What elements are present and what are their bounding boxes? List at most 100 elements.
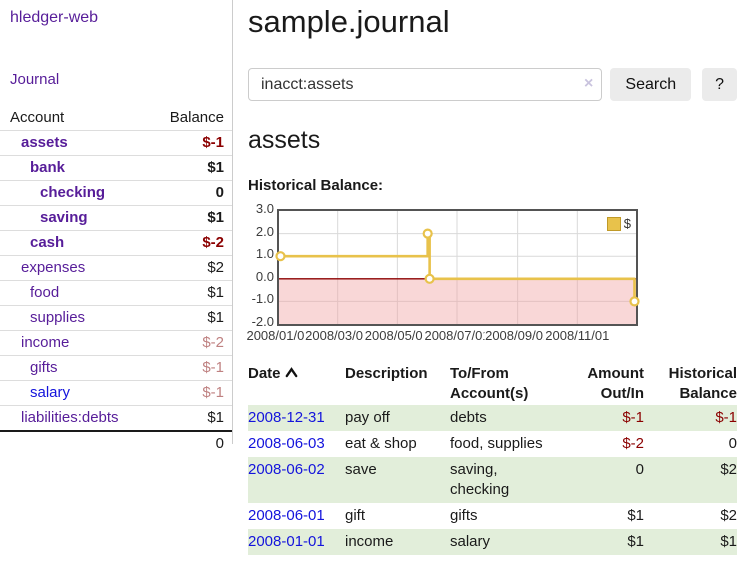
account-balance: $-2: [152, 330, 232, 356]
account-row: supplies $1: [0, 305, 232, 331]
register-table-body: 2008-12-31 pay off debts $-1 $-1 2008-06-03 ea…: [248, 405, 737, 555]
sort-ascending-icon: [285, 367, 297, 378]
sidebar-account-cash[interactable]: cash: [30, 234, 65, 251]
sidebar-account-salary[interactable]: salary: [30, 384, 71, 401]
accounts-header-balance: Balance: [152, 106, 232, 131]
account-row: salary $-1: [0, 380, 232, 406]
help-button[interactable]: ?: [702, 68, 737, 101]
account-balance: $1: [152, 305, 232, 331]
register-row: 2008-06-01 gift gifts $1 $2: [248, 503, 737, 529]
account-balance: $1: [152, 205, 232, 231]
search-form: × Search ?: [248, 68, 737, 101]
transaction-balance: $-1: [715, 409, 737, 426]
account-row: income $-2: [0, 330, 232, 356]
transaction-balance: $2: [720, 461, 737, 478]
account-row: assets $-1: [0, 130, 232, 156]
x-axis-tick-label: 2008/01/01: [245, 328, 313, 343]
sidebar: hledger-web Journal Account Balance asse…: [0, 0, 233, 456]
sidebar-account-liabilities-debts[interactable]: liabilities:debts: [21, 409, 119, 426]
chart-plot-area: $: [275, 209, 640, 326]
transaction-date-link[interactable]: 2008-12-31: [248, 409, 325, 426]
transaction-accounts: salary: [450, 533, 491, 550]
y-axis-tick-label: 2.0: [255, 223, 274, 239]
transaction-amount: $1: [627, 533, 644, 550]
transaction-accounts: saving, checking: [450, 461, 510, 498]
register-row: 2008-12-31 pay off debts $-1 $-1: [248, 405, 737, 431]
account-row: saving $1: [0, 205, 232, 231]
column-header-balance: Historical Balance: [668, 365, 737, 402]
transaction-description: save: [345, 461, 377, 478]
y-axis-tick-label: -2.0: [251, 314, 274, 329]
sidebar-account-income[interactable]: income: [21, 334, 70, 351]
transaction-accounts: food, supplies: [450, 435, 543, 452]
account-balance: $1: [152, 155, 232, 181]
y-axis-tick-label: 3.0: [255, 201, 274, 216]
transaction-date-link[interactable]: 2008-01-01: [248, 533, 325, 550]
account-row: checking 0: [0, 180, 232, 206]
transaction-date-link[interactable]: 2008-06-01: [248, 507, 325, 524]
transaction-accounts: gifts: [450, 507, 478, 524]
chart-canvas: [275, 211, 640, 324]
search-button[interactable]: Search: [610, 68, 692, 101]
transaction-amount: $1: [627, 507, 644, 524]
historical-balance-chart: $ 3.0 2.0 1.0 0.0 -1.0 -2.0 2008/01/01 2008/03…: [245, 201, 737, 346]
transaction-description: gift: [345, 507, 366, 524]
account-balance: 0: [152, 180, 232, 206]
sidebar-account-supplies[interactable]: supplies: [30, 309, 86, 326]
account-balance: $2: [152, 255, 232, 281]
transaction-amount: $-1: [622, 409, 644, 426]
sidebar-item-journal[interactable]: Journal: [10, 71, 60, 88]
clear-search-icon[interactable]: ×: [584, 75, 594, 92]
x-axis-tick-label: 2008/05/01: [363, 328, 431, 343]
y-axis-tick-label: -1.0: [251, 291, 274, 307]
sidebar-account-gifts[interactable]: gifts: [30, 359, 58, 376]
account-row: bank $1: [0, 155, 232, 181]
account-balance: $-1: [152, 355, 232, 381]
sidebar-account-food[interactable]: food: [30, 284, 60, 301]
register-row: 2008-06-03 eat & shop food, supplies $-2 0: [248, 431, 737, 457]
transaction-description: eat & shop: [345, 435, 417, 452]
x-axis-tick-label: 2008/07/01: [423, 328, 491, 343]
column-header-date[interactable]: Date: [248, 363, 345, 405]
account-row: cash $-2: [0, 230, 232, 256]
transaction-accounts: debts: [450, 409, 487, 426]
x-axis-tick-label: 2008/09/01: [484, 328, 552, 343]
column-header-date-label: Date: [248, 365, 281, 382]
transaction-balance: 0: [728, 435, 737, 452]
account-row: gifts $-1: [0, 355, 232, 381]
sidebar-account-bank[interactable]: bank: [30, 159, 66, 176]
app-brand-link[interactable]: hledger-web: [10, 9, 99, 26]
account-row: food $1: [0, 280, 232, 306]
legend-label: $: [623, 216, 631, 231]
account-balance: $-1: [152, 380, 232, 406]
transaction-date-link[interactable]: 2008-06-02: [248, 461, 325, 478]
transaction-date-link[interactable]: 2008-06-03: [248, 435, 325, 452]
column-header-description: Description: [345, 365, 428, 382]
legend-swatch-icon: [606, 216, 621, 231]
transaction-balance: $2: [720, 507, 737, 524]
register-header-row: Date Description To/From Account(s) Amou…: [248, 363, 737, 405]
account-balance: $-1: [152, 130, 232, 156]
sidebar-account-checking[interactable]: checking: [40, 184, 106, 201]
chart-title: Historical Balance:: [248, 177, 384, 194]
x-axis-tick-label: 2008/11/01: [544, 328, 611, 343]
account-balance: $1: [152, 405, 232, 432]
y-axis-tick-label: 1.0: [255, 246, 274, 262]
x-axis-tick-label: 2008/03/01: [304, 328, 372, 343]
accounts-total-row: 0: [0, 430, 232, 456]
chart-legend: $: [606, 216, 631, 231]
register-table: Date Description To/From Account(s) Amou…: [248, 363, 737, 555]
column-header-amount: Amount Out/In: [587, 365, 644, 402]
register-row: 2008-06-02 save saving, checking 0 $2: [248, 457, 737, 503]
column-header-accounts: To/From Account(s): [450, 365, 529, 402]
page-title: sample.journal: [248, 4, 450, 39]
sidebar-account-expenses[interactable]: expenses: [21, 259, 86, 276]
y-axis-tick-label: 0.0: [255, 268, 274, 284]
register-row: 2008-01-01 income salary $1 $1: [248, 529, 737, 555]
transaction-amount: $-2: [622, 435, 644, 452]
accounts-header-row: Account Balance: [0, 106, 232, 131]
sidebar-account-saving[interactable]: saving: [40, 209, 88, 226]
search-input[interactable]: [248, 68, 603, 101]
sidebar-account-assets[interactable]: assets: [21, 134, 68, 151]
main-content: sample.journal × Search ? assets Histori…: [245, 0, 737, 555]
